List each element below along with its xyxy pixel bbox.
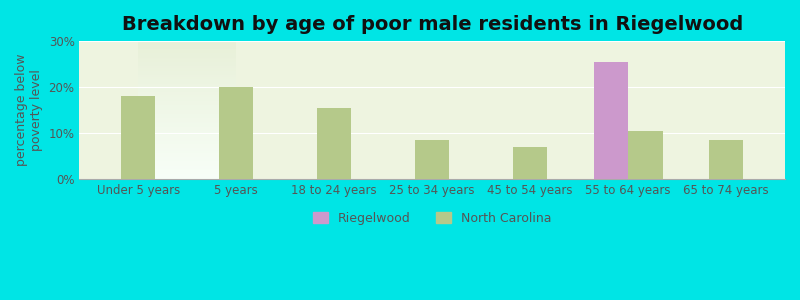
Bar	[415, 140, 450, 179]
Legend: Riegelwood, North Carolina: Riegelwood, North Carolina	[307, 206, 558, 231]
Title: Breakdown by age of poor male residents in Riegelwood: Breakdown by age of poor male residents …	[122, 15, 743, 34]
Bar	[317, 108, 351, 179]
Bar	[709, 140, 743, 179]
Y-axis label: percentage below
poverty level: percentage below poverty level	[15, 54, 43, 166]
Bar	[219, 87, 254, 179]
Bar	[513, 147, 547, 179]
Bar	[628, 131, 662, 179]
Bar	[121, 96, 155, 179]
Bar	[594, 62, 628, 179]
